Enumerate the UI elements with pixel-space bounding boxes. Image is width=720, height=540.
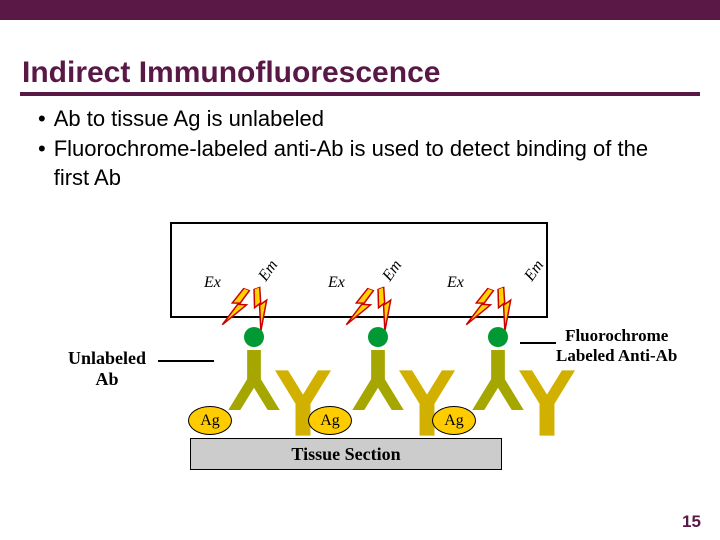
antigen-oval: Ag <box>432 406 476 435</box>
unlabeled-ab-label: Unlabeled Ab <box>68 348 146 390</box>
anti-ab-y-icon <box>470 350 526 410</box>
page-number: 15 <box>682 512 701 532</box>
bullet-dot-icon: • <box>38 134 46 164</box>
connector-line <box>158 360 214 362</box>
fluorochrome-dot-icon <box>488 327 508 347</box>
page-title: Indirect Immunofluorescence <box>22 56 440 90</box>
bullet-item: • Ab to tissue Ag is unlabeled <box>38 104 678 134</box>
primary-ab-y-icon <box>519 370 575 436</box>
bullet-text: Fluorochrome-labeled anti-Ab is used to … <box>54 134 678 193</box>
top-bar <box>0 0 720 20</box>
bullet-item: • Fluorochrome-labeled anti-Ab is used t… <box>38 134 678 193</box>
title-underline <box>20 92 700 96</box>
fluorochrome-dot-icon <box>368 327 388 347</box>
connector-line <box>520 342 556 344</box>
anti-ab-y-icon <box>226 350 282 410</box>
bullet-dot-icon: • <box>38 104 46 134</box>
bullet-list: • Ab to tissue Ag is unlabeled • Fluoroc… <box>38 104 678 193</box>
ex-label: Ex <box>447 274 464 292</box>
antigen-oval: Ag <box>188 406 232 435</box>
ex-label: Ex <box>328 274 345 292</box>
tissue-section-box: Tissue Section <box>190 438 502 470</box>
ex-label: Ex <box>204 274 221 292</box>
anti-ab-y-icon <box>350 350 406 410</box>
fluorochrome-dot-icon <box>244 327 264 347</box>
label-line: Labeled Anti-Ab <box>556 346 677 366</box>
label-line: Fluorochrome <box>556 326 677 346</box>
fluoro-ab-label: Fluorochrome Labeled Anti-Ab <box>556 326 677 366</box>
label-line: Unlabeled <box>68 348 146 369</box>
antigen-oval: Ag <box>308 406 352 435</box>
label-line: Ab <box>68 369 146 390</box>
bullet-text: Ab to tissue Ag is unlabeled <box>54 104 324 134</box>
